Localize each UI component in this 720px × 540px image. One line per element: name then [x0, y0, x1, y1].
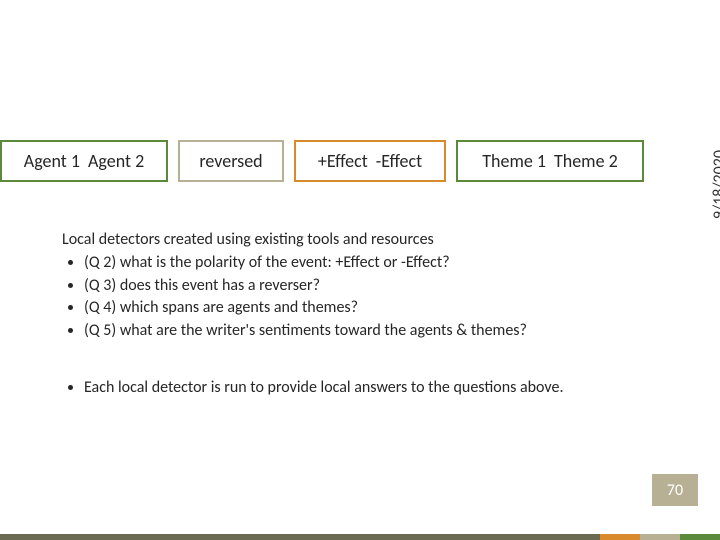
effect-box: +Effect -Effect — [294, 140, 446, 182]
list-item: (Q 5) what are the writer's sentiments t… — [84, 321, 662, 342]
effect-cell-2: -Effect — [372, 150, 426, 172]
tag-row: Agent 1 Agent 2 reversed +Effect -Effect… — [0, 140, 670, 185]
accent-segment — [600, 534, 640, 540]
accent-segment — [0, 534, 600, 540]
accent-segment — [680, 534, 720, 540]
bottom-accent-strip — [0, 534, 720, 540]
list-item: Each local detector is run to provide lo… — [84, 378, 662, 399]
accent-segment — [640, 534, 680, 540]
list-item: (Q 2) what is the polarity of the event:… — [84, 253, 662, 274]
reversed-box: reversed — [178, 140, 284, 182]
date-label: 9/18/2020 — [710, 150, 720, 219]
theme-box: Theme 1 Theme 2 — [456, 140, 644, 182]
list-item: (Q 3) does this event has a reverser? — [84, 276, 662, 297]
page-number-badge: 70 — [652, 474, 698, 506]
agent-box: Agent 1 Agent 2 — [0, 140, 168, 182]
body-lead: Local detectors created using existing t… — [62, 230, 662, 251]
theme-cell-2: Theme 2 — [550, 150, 622, 172]
body-list: (Q 2) what is the polarity of the event:… — [62, 253, 662, 342]
page-number: 70 — [667, 481, 683, 500]
reversed-cell: reversed — [195, 150, 266, 172]
theme-cell-1: Theme 1 — [478, 150, 550, 172]
agent-cell-2: Agent 2 — [84, 150, 148, 172]
body-block: Local detectors created using existing t… — [62, 230, 662, 344]
effect-cell-1: +Effect — [314, 150, 372, 172]
second-list: Each local detector is run to provide lo… — [62, 378, 662, 399]
list-item: (Q 4) which spans are agents and themes? — [84, 298, 662, 319]
second-block: Each local detector is run to provide lo… — [62, 378, 662, 399]
slide: 9/18/2020 Agent 1 Agent 2 reversed +Effe… — [0, 0, 720, 540]
agent-cell-1: Agent 1 — [20, 150, 84, 172]
